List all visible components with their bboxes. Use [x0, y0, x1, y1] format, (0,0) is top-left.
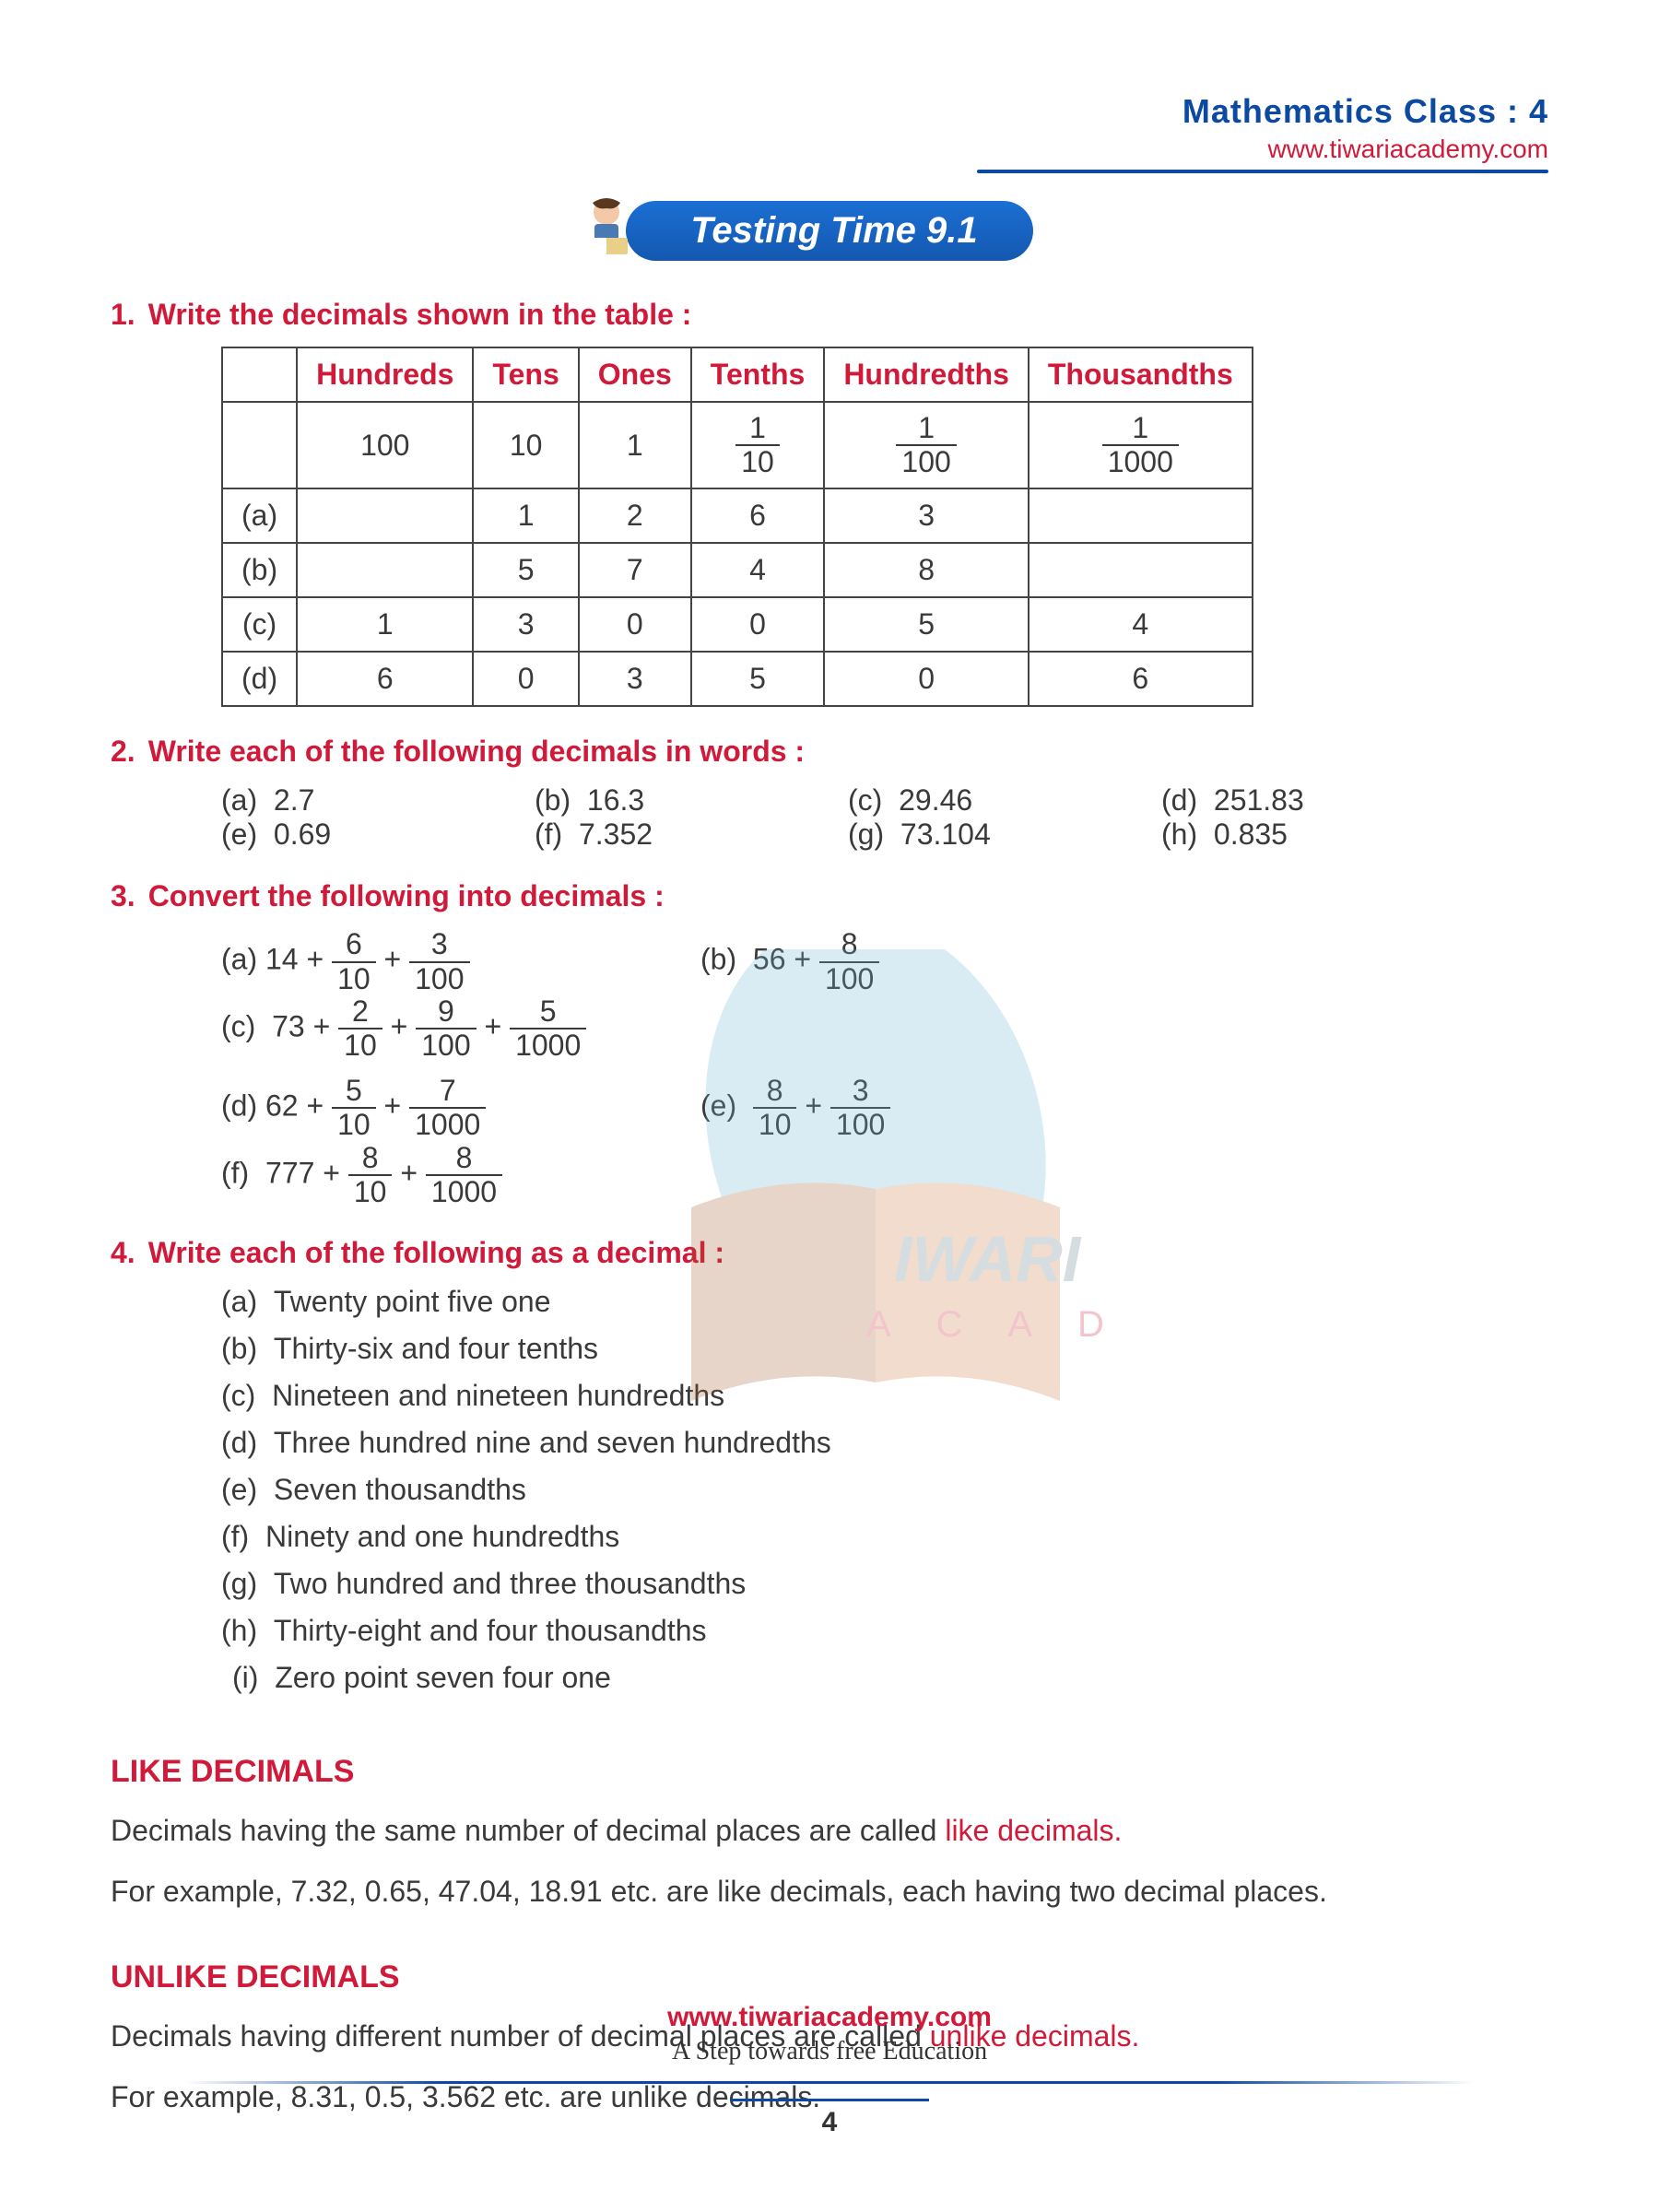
header-title: Mathematics Class : 4 — [111, 92, 1548, 131]
footer-url: www.tiwariacademy.com — [0, 2002, 1659, 2033]
q3-heading: 3.Convert the following into decimals : — [111, 879, 1548, 913]
section-banner: Testing Time 9.1 — [111, 201, 1548, 261]
page-number: 4 — [730, 2099, 930, 2138]
header-rule — [977, 170, 1548, 173]
footer-tagline: A Step towards free Education — [0, 2037, 1659, 2066]
q2-heading: 2.Write each of the following decimals i… — [111, 735, 1548, 769]
header-url: www.tiwariacademy.com — [111, 135, 1548, 164]
q4-heading: 4.Write each of the following as a decim… — [111, 1236, 1548, 1270]
student-icon — [574, 192, 639, 256]
q1-heading: 1.Write the decimals shown in the table … — [111, 298, 1548, 332]
q1-table: HundredsTensOnesTenthsHundredthsThousand… — [221, 347, 1253, 707]
footer-rule — [184, 2081, 1475, 2084]
unlike-title: UNLIKE DECIMALS — [111, 1959, 1548, 1995]
banner-title: Testing Time 9.1 — [690, 210, 977, 251]
like-p1: Decimals having the same number of decim… — [111, 1808, 1548, 1853]
q4-items: (a) Twenty point five one (b) Thirty-six… — [221, 1285, 1548, 1708]
q3-items: (a) 14 + 610 + 3100 (b) 56 + 8100 (c) 73… — [221, 928, 1548, 1062]
page-footer: www.tiwariacademy.com A Step towards fre… — [0, 2002, 1659, 2138]
page-header: Mathematics Class : 4 www.tiwariacademy.… — [111, 92, 1548, 173]
like-title: LIKE DECIMALS — [111, 1754, 1548, 1790]
q2-items: (a) 2.7 (b) 16.3 (c) 29.46 (d) 251.83 (e… — [221, 783, 1548, 852]
like-p2: For example, 7.32, 0.65, 47.04, 18.91 et… — [111, 1869, 1548, 1913]
